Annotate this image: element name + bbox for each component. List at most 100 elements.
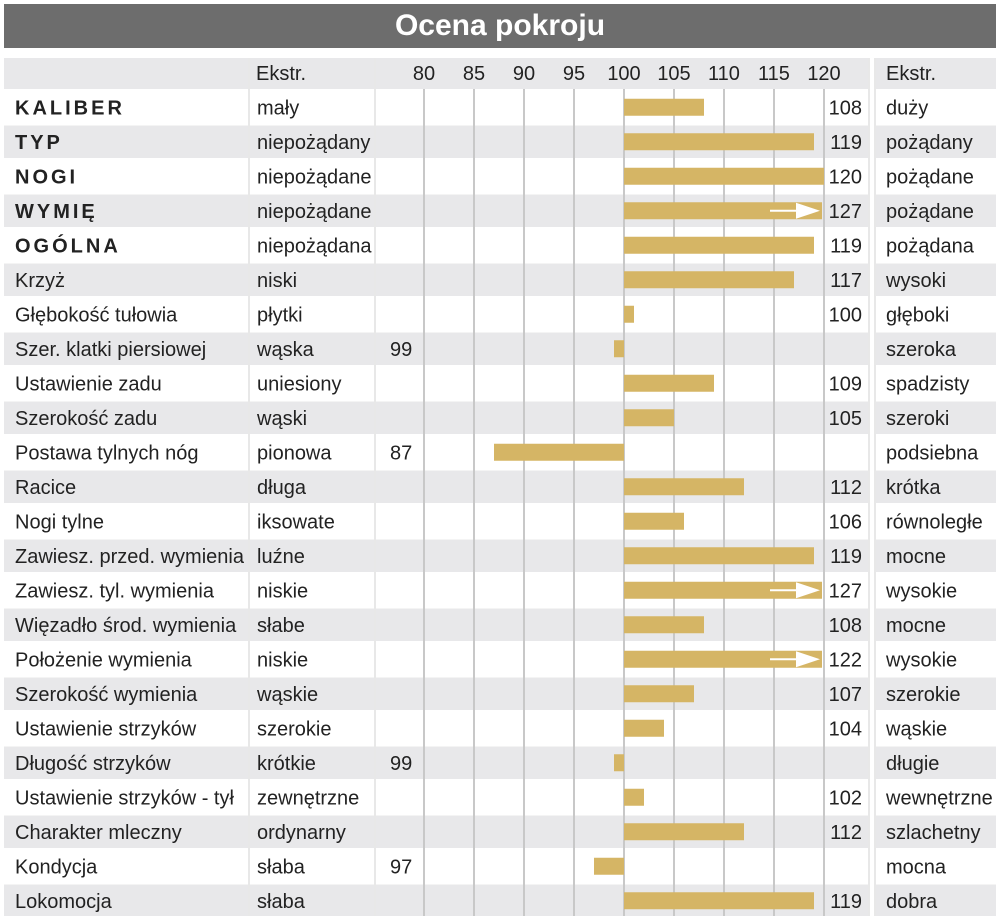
- row-band: [4, 125, 248, 158]
- trait-label: TYP: [15, 132, 63, 154]
- row-band: [376, 815, 868, 848]
- high-extreme-label: szlachetny: [886, 822, 981, 844]
- trait-label: Szerokość wymienia: [15, 684, 198, 706]
- high-extreme-label: wysoki: [885, 270, 946, 292]
- row-band: [250, 332, 374, 365]
- value-label: 127: [829, 580, 862, 602]
- value-label: 108: [829, 97, 862, 119]
- bar: [624, 305, 634, 323]
- bar: [624, 236, 814, 254]
- trait-label: Krzyż: [15, 270, 65, 292]
- bar: [624, 892, 814, 910]
- tick-label: 105: [657, 63, 690, 85]
- bar: [624, 512, 684, 530]
- high-extreme-label: szeroka: [886, 339, 957, 361]
- value-label: 99: [390, 339, 412, 361]
- tick-label: 85: [463, 63, 485, 85]
- row-band: [4, 332, 248, 365]
- trait-label: Lokomocja: [15, 891, 113, 913]
- row-band: [4, 263, 248, 296]
- row-band: [250, 470, 374, 503]
- low-extreme-label: słaba: [257, 856, 306, 878]
- bar: [494, 443, 624, 461]
- value-label: 127: [829, 201, 862, 223]
- row-band: [376, 263, 868, 296]
- bar: [624, 98, 704, 116]
- trait-label: Ustawienie zadu: [15, 373, 162, 395]
- trait-label: Szer. klatki piersiowej: [15, 339, 206, 361]
- row-band: [876, 884, 996, 916]
- low-extreme-label: niski: [257, 270, 297, 292]
- row-band: [876, 263, 996, 296]
- row-band: [4, 608, 248, 641]
- high-extreme-label: wysokie: [885, 649, 957, 671]
- bar: [624, 581, 822, 599]
- low-extreme-label: szerokie: [257, 718, 331, 740]
- tick-label: 110: [708, 63, 740, 85]
- value-label: 104: [829, 718, 862, 740]
- bar: [624, 616, 704, 634]
- low-extreme-label: niepożądany: [257, 132, 370, 154]
- value-label: 109: [829, 373, 862, 395]
- low-extreme-label: słaba: [257, 891, 306, 913]
- tick-label: 90: [513, 63, 535, 85]
- high-extreme-label: pożądany: [886, 132, 973, 154]
- value-label: 106: [829, 511, 862, 533]
- low-extreme-label: mały: [257, 97, 299, 119]
- row-band: [376, 470, 868, 503]
- value-label: 107: [829, 684, 862, 706]
- high-extreme-label: pożądane: [886, 166, 974, 188]
- row-band: [250, 815, 374, 848]
- low-extreme-label: krótkie: [257, 753, 316, 775]
- value-label: 119: [830, 132, 862, 154]
- row-band: [876, 539, 996, 572]
- header-right-extreme: Ekstr.: [886, 63, 936, 85]
- high-extreme-label: wewnętrzne: [885, 787, 993, 809]
- low-extreme-label: iksowate: [257, 511, 335, 533]
- bar: [594, 857, 624, 875]
- low-extreme-label: niepożądane: [257, 201, 372, 223]
- tick-label: 95: [563, 63, 585, 85]
- row-band: [250, 194, 374, 227]
- low-extreme-label: słabe: [257, 615, 305, 637]
- bar: [624, 478, 744, 496]
- row-band: [876, 125, 996, 158]
- high-extreme-label: głęboki: [886, 304, 949, 326]
- row-band: [876, 194, 996, 227]
- chart-title: Ocena pokroju: [4, 4, 996, 48]
- header-left-extreme: Ekstr.: [256, 63, 306, 85]
- high-extreme-label: krótka: [886, 477, 941, 499]
- value-label: 119: [830, 546, 862, 568]
- row-band: [876, 815, 996, 848]
- low-extreme-label: wąska: [256, 339, 315, 361]
- value-label: 97: [390, 856, 412, 878]
- row-band: [250, 125, 374, 158]
- row-band: [4, 194, 248, 227]
- row-band: [250, 677, 374, 710]
- header-band-trait: [4, 58, 248, 89]
- tick-label: 115: [758, 63, 790, 85]
- tick-label: 100: [607, 63, 640, 85]
- row-band: [250, 608, 374, 641]
- low-extreme-label: niskie: [257, 649, 308, 671]
- high-extreme-label: mocna: [886, 856, 947, 878]
- overflow-arrow-head: [796, 202, 820, 219]
- value-label: 117: [830, 270, 862, 292]
- value-label: 112: [830, 822, 862, 844]
- value-label: 87: [390, 442, 412, 464]
- bar: [624, 823, 744, 841]
- trait-label: Położenie wymienia: [15, 649, 193, 671]
- high-extreme-label: dobra: [886, 891, 938, 913]
- header-band-axis: [376, 58, 868, 89]
- value-label: 120: [829, 166, 862, 188]
- high-extreme-label: wąskie: [885, 718, 947, 740]
- trait-label: Długość strzyków: [15, 753, 171, 775]
- bar: [624, 374, 714, 392]
- row-band: [4, 884, 248, 916]
- low-extreme-label: niepożądana: [257, 235, 372, 257]
- tick-label: 120: [807, 63, 840, 85]
- value-label: 102: [829, 787, 862, 809]
- trait-label: Zawiesz. przed. wymienia: [15, 546, 245, 568]
- high-extreme-label: wysokie: [885, 580, 957, 602]
- bar: [624, 202, 822, 220]
